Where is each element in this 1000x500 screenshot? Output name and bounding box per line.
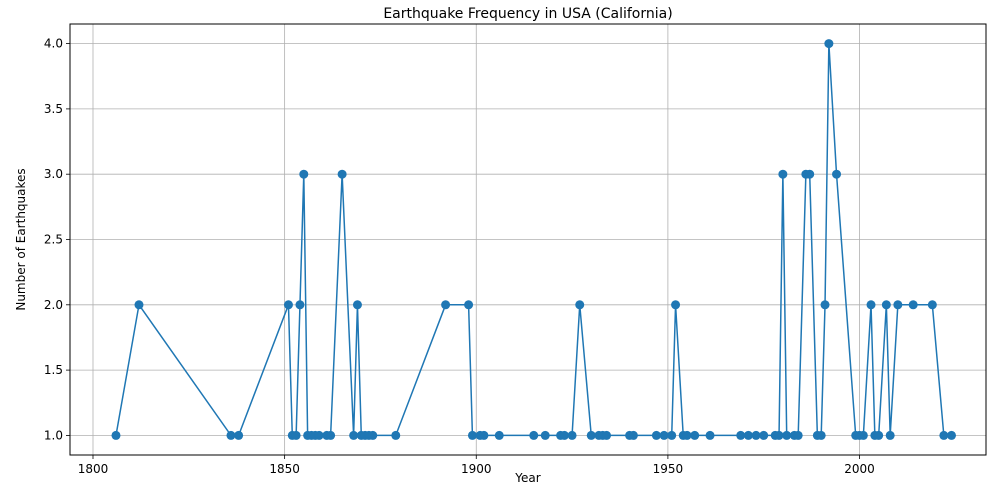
data-point bbox=[743, 430, 753, 440]
data-point bbox=[602, 430, 612, 440]
data-point bbox=[283, 300, 293, 310]
data-point bbox=[628, 430, 638, 440]
data-point bbox=[441, 300, 451, 310]
data-point bbox=[586, 430, 596, 440]
data-point bbox=[774, 430, 784, 440]
data-point bbox=[667, 430, 677, 440]
x-axis-ticks: 1800 1850 1900 1950 2000 bbox=[78, 455, 875, 476]
data-point bbox=[299, 169, 309, 179]
y-tick-label: 3.0 bbox=[44, 167, 63, 181]
data-point bbox=[314, 430, 324, 440]
data-point bbox=[464, 300, 474, 310]
data-point bbox=[651, 430, 661, 440]
data-point bbox=[349, 430, 359, 440]
data-point bbox=[927, 300, 937, 310]
data-point bbox=[816, 430, 826, 440]
data-point bbox=[885, 430, 895, 440]
x-tick-label: 1800 bbox=[78, 462, 109, 476]
data-point bbox=[467, 430, 477, 440]
x-axis-label: Year bbox=[514, 471, 540, 485]
data-point bbox=[805, 169, 815, 179]
y-tick-label: 3.5 bbox=[44, 102, 63, 116]
data-point bbox=[671, 300, 681, 310]
x-tick-label: 1850 bbox=[269, 462, 300, 476]
data-point bbox=[494, 430, 504, 440]
y-tick-label: 1.0 bbox=[44, 428, 63, 442]
data-point bbox=[529, 430, 539, 440]
data-point bbox=[736, 430, 746, 440]
data-point bbox=[939, 430, 949, 440]
data-point bbox=[858, 430, 868, 440]
x-tick-label: 2000 bbox=[844, 462, 875, 476]
chart-title: Earthquake Frequency in USA (California) bbox=[383, 6, 672, 22]
data-point bbox=[134, 300, 144, 310]
x-tick-label: 1900 bbox=[461, 462, 492, 476]
data-point bbox=[874, 430, 884, 440]
x-tick-label: 1950 bbox=[653, 462, 684, 476]
data-point bbox=[832, 169, 842, 179]
data-point bbox=[908, 300, 918, 310]
data-point bbox=[782, 430, 792, 440]
data-point bbox=[226, 430, 236, 440]
data-point bbox=[793, 430, 803, 440]
data-point bbox=[705, 430, 715, 440]
data-point bbox=[352, 300, 362, 310]
data-point bbox=[111, 430, 121, 440]
data-point bbox=[337, 169, 347, 179]
data-point bbox=[540, 430, 550, 440]
y-axis-label: Number of Earthquakes bbox=[14, 168, 28, 310]
grid-lines bbox=[70, 24, 986, 455]
data-point bbox=[947, 430, 957, 440]
data-point bbox=[295, 300, 305, 310]
y-tick-label: 2.5 bbox=[44, 233, 63, 247]
data-point bbox=[820, 300, 830, 310]
data-point bbox=[291, 430, 301, 440]
y-tick-label: 4.0 bbox=[44, 37, 63, 51]
data-point bbox=[893, 300, 903, 310]
data-point bbox=[690, 430, 700, 440]
data-point bbox=[391, 430, 401, 440]
data-point bbox=[824, 39, 834, 49]
y-tick-label: 2.0 bbox=[44, 298, 63, 312]
data-point bbox=[866, 300, 876, 310]
data-point bbox=[759, 430, 769, 440]
data-point bbox=[575, 300, 585, 310]
data-point bbox=[778, 169, 788, 179]
y-tick-label: 1.5 bbox=[44, 363, 63, 377]
y-axis-ticks: 1.0 1.5 2.0 2.5 3.0 3.5 4.0 bbox=[44, 37, 70, 442]
data-point bbox=[234, 430, 244, 440]
series-markers bbox=[111, 39, 957, 440]
data-point bbox=[881, 300, 891, 310]
data-point bbox=[682, 430, 692, 440]
data-point bbox=[659, 430, 669, 440]
data-point bbox=[567, 430, 577, 440]
data-point bbox=[479, 430, 489, 440]
data-point bbox=[751, 430, 761, 440]
data-point bbox=[368, 430, 378, 440]
data-point bbox=[326, 430, 336, 440]
data-point bbox=[559, 430, 569, 440]
